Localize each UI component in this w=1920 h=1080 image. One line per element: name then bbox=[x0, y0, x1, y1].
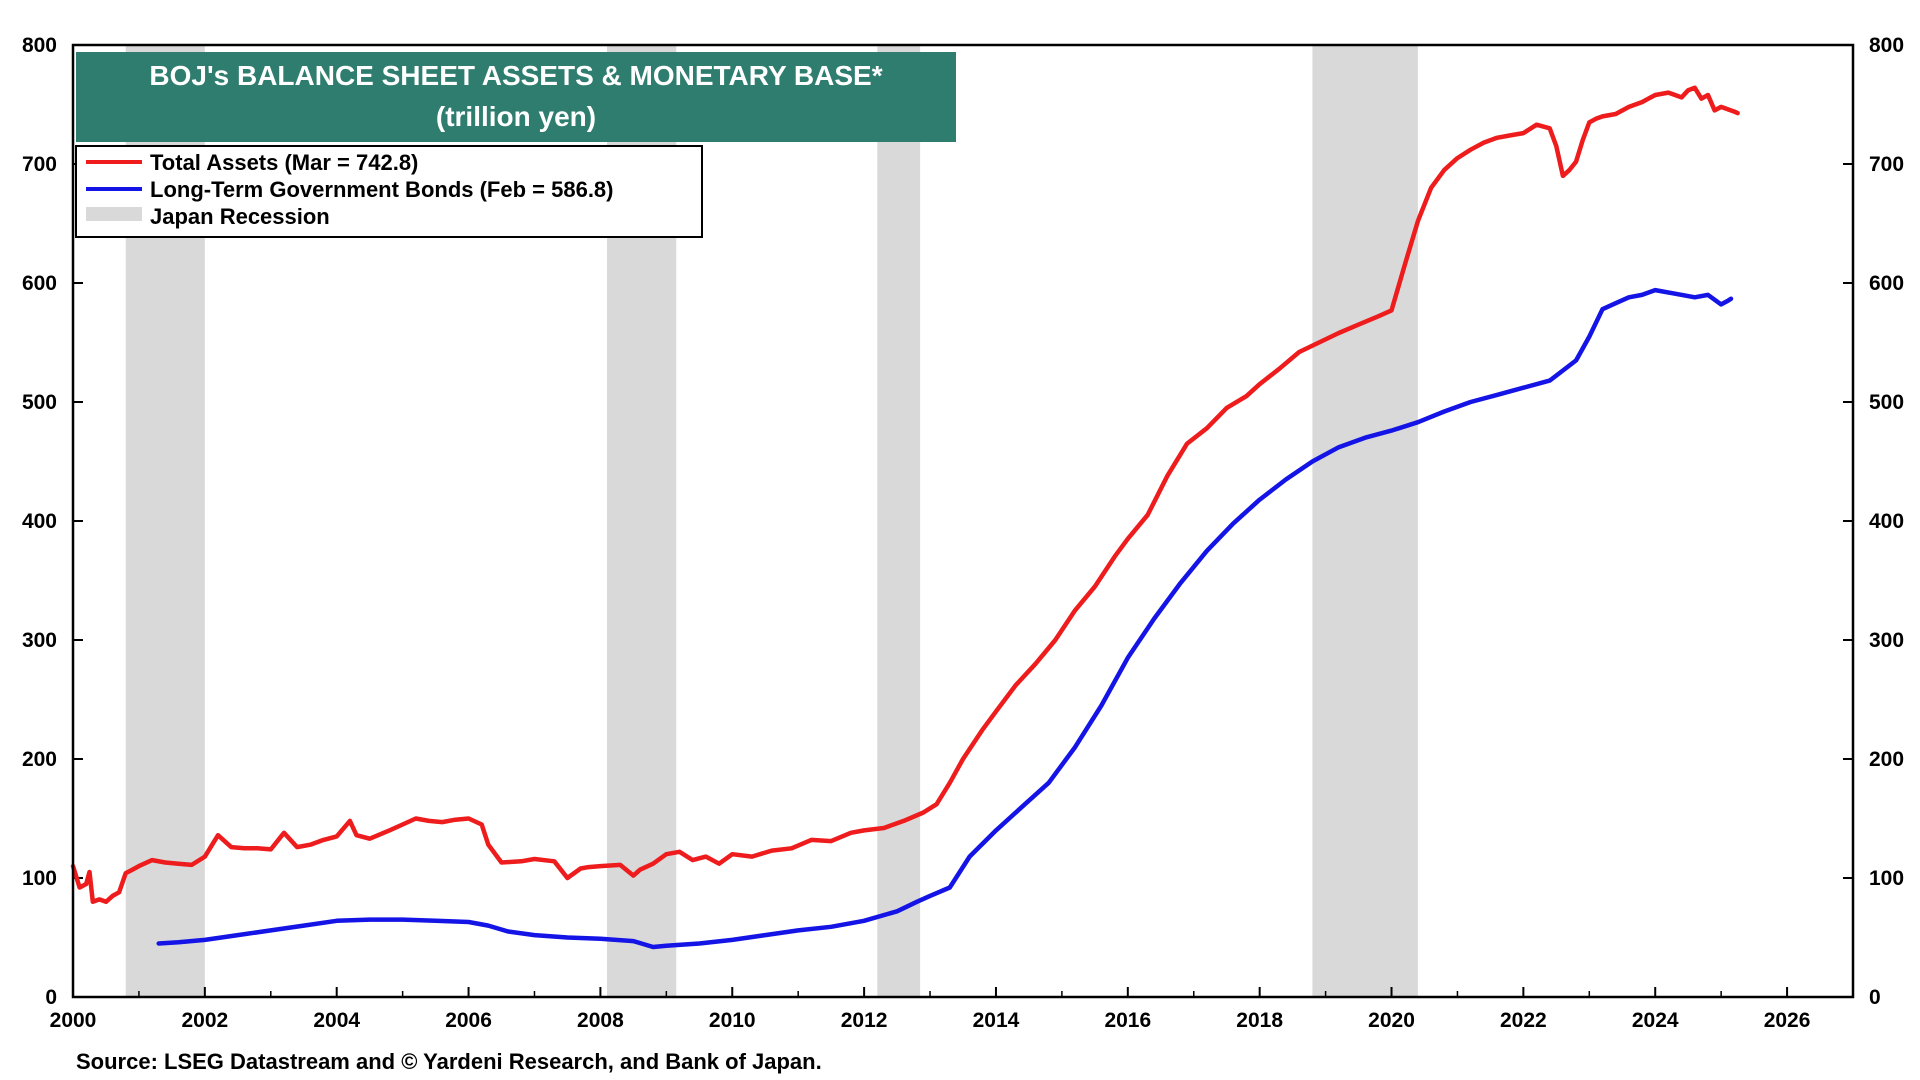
y-tick-label-right: 200 bbox=[1869, 748, 1904, 771]
x-tick-label: 2024 bbox=[1632, 1009, 1679, 1032]
x-tick-label: 2000 bbox=[50, 1009, 97, 1032]
y-tick-label-left: 700 bbox=[22, 153, 57, 176]
x-tick-label: 2012 bbox=[841, 1009, 888, 1032]
x-tick-label: 2016 bbox=[1104, 1009, 1151, 1032]
y-tick-label-left: 0 bbox=[45, 986, 57, 1009]
legend-swatch-recession bbox=[86, 207, 142, 221]
y-tick-label-left: 500 bbox=[22, 391, 57, 414]
recession-band-4 bbox=[1312, 45, 1418, 997]
tick-labels: 0 0 100 100 200 200 300 300 400 400 500 500 600 600 70… bbox=[22, 34, 1904, 1032]
y-tick-label-left: 200 bbox=[22, 748, 57, 771]
x-tick-label: 2020 bbox=[1368, 1009, 1415, 1032]
y-tick-label-right: 800 bbox=[1869, 34, 1904, 57]
x-tick-label: 2008 bbox=[577, 1009, 624, 1032]
legend-label-total-assets: Total Assets (Mar = 742.8) bbox=[150, 150, 418, 175]
y-tick-label-left: 400 bbox=[22, 510, 57, 533]
y-tick-label-left: 800 bbox=[22, 34, 57, 57]
y-tick-label-right: 0 bbox=[1869, 986, 1881, 1009]
y-tick-label-left: 300 bbox=[22, 629, 57, 652]
plot-frame bbox=[71, 43, 1855, 999]
x-tick-label: 2018 bbox=[1236, 1009, 1283, 1032]
legend-label-recession: Japan Recession bbox=[150, 204, 330, 229]
recession-band-3 bbox=[877, 45, 921, 997]
chart-subtitle: (trillion yen) bbox=[436, 101, 596, 132]
x-tick-label: 2010 bbox=[709, 1009, 756, 1032]
x-tick-label: 2004 bbox=[313, 1009, 360, 1032]
source-note: Source: LSEG Datastream and © Yardeni Re… bbox=[76, 1049, 822, 1074]
legend-label-govt-bonds: Long-Term Government Bonds (Feb = 586.8) bbox=[150, 177, 614, 202]
x-tick-label: 2022 bbox=[1500, 1009, 1547, 1032]
chart-title: BOJ's BALANCE SHEET ASSETS & MONETARY BA… bbox=[149, 60, 882, 91]
x-tick-label: 2026 bbox=[1764, 1009, 1811, 1032]
y-tick-label-left: 100 bbox=[22, 867, 57, 890]
series-line-total-assets bbox=[70, 85, 1740, 905]
x-tick-label: 2014 bbox=[973, 1009, 1020, 1032]
y-tick-label-left: 600 bbox=[22, 272, 57, 295]
y-tick-label-right: 500 bbox=[1869, 391, 1904, 414]
y-tick-label-right: 400 bbox=[1869, 510, 1904, 533]
title-box: BOJ's BALANCE SHEET ASSETS & MONETARY BA… bbox=[76, 52, 956, 142]
series-line-govt-bonds bbox=[156, 287, 1734, 950]
y-tick-label-right: 100 bbox=[1869, 867, 1904, 890]
y-tick-label-right: 600 bbox=[1869, 272, 1904, 295]
x-tick-label: 2006 bbox=[445, 1009, 492, 1032]
legend-frame bbox=[75, 145, 703, 238]
series-lines bbox=[70, 85, 1740, 950]
title-background bbox=[76, 52, 956, 142]
y-tick-label-right: 700 bbox=[1869, 153, 1904, 176]
x-tick-label: 2002 bbox=[181, 1009, 228, 1032]
y-tick-label-right: 300 bbox=[1869, 629, 1904, 652]
legend: Total Assets (Mar = 742.8) Long-Term Gov… bbox=[75, 145, 703, 238]
